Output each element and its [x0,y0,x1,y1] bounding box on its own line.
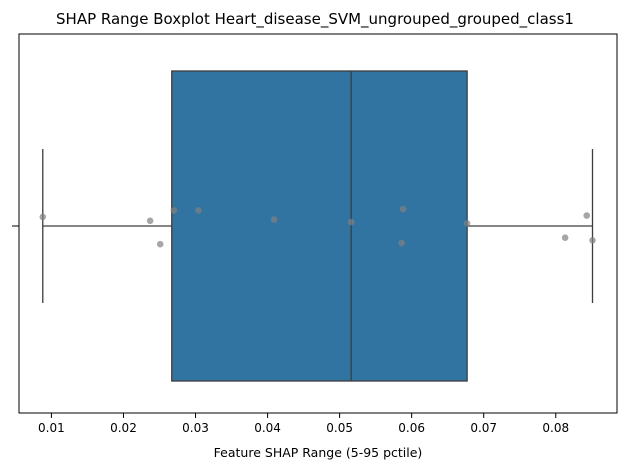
box-iqr [171,70,468,382]
data-point [398,239,405,247]
data-point [156,240,164,248]
plot-frame [18,33,618,414]
plot-area [39,70,596,382]
data-point [39,213,47,221]
data-point [270,216,278,223]
data-point [463,220,471,227]
x-tick-label: 0.02 [110,421,137,435]
data-point [170,207,178,214]
x-tick-label: 0.01 [38,421,65,435]
x-tick-label: 0.03 [182,421,209,435]
x-axis: 0.01 0.02 0.03 0.04 0.05 0.06 0.07 0.08 [38,413,569,435]
x-tick-label: 0.04 [254,421,281,435]
data-point [561,234,569,241]
chart-title: SHAP Range Boxplot Heart_disease_SVM_ung… [56,10,574,29]
x-tick-label: 0.07 [470,421,497,435]
data-point [583,212,591,219]
x-tick-label: 0.06 [398,421,425,435]
data-point [146,217,154,225]
data-point [195,207,202,214]
x-axis-label: Feature SHAP Range (5-95 pctile) [214,445,423,460]
data-point [347,218,355,226]
x-tick-label: 0.08 [542,421,569,435]
data-point [399,205,407,213]
data-point [589,237,596,244]
x-tick-label: 0.05 [326,421,353,435]
